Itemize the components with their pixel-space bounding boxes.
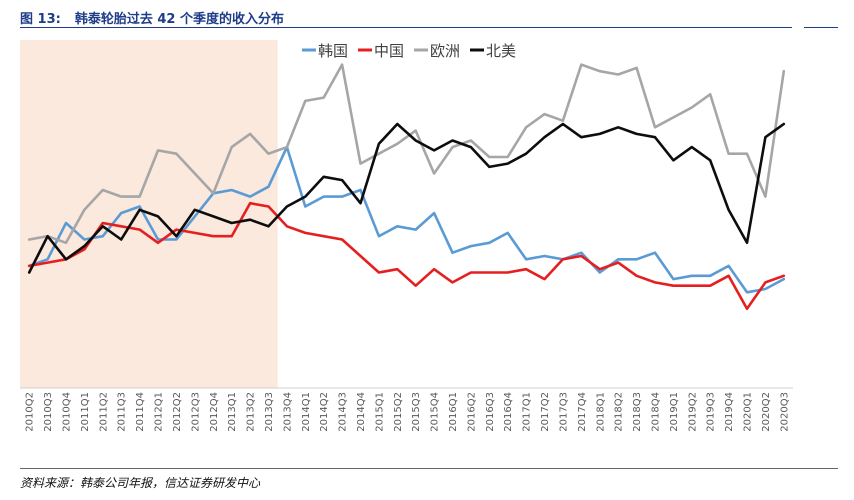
x-tick-label: 2020Q3 (779, 392, 790, 432)
x-tick-label: 2015Q2 (393, 392, 404, 432)
legend-label-3: 北美 (486, 42, 516, 60)
x-tick-label: 2015Q4 (430, 392, 441, 432)
x-tick-label: 2013Q1 (227, 392, 238, 432)
figure-title: 图 13: 韩泰轮胎过去 42 个季度的收入分布 (20, 8, 284, 27)
top-rule (20, 27, 792, 28)
x-tick-label: 2013Q3 (264, 392, 275, 432)
x-tick-label: 2017Q2 (540, 392, 551, 432)
legend-label-2: 欧洲 (430, 42, 460, 60)
x-tick-label: 2014Q4 (356, 392, 367, 432)
series-line-0 (27, 145, 786, 294)
x-tick-label: 2016Q4 (503, 392, 514, 432)
x-tick-label: 2012Q3 (190, 392, 201, 432)
x-tick-label: 2010Q2 (25, 392, 36, 432)
chart-container: 2010Q2 2010Q3 2010Q4 2011Q1 2011Q2 2011Q3 2011… (20, 40, 793, 432)
x-tick-label: 2010Q4 (62, 392, 73, 432)
x-tick-label: 2011Q2 (98, 392, 109, 432)
x-tick-label: 2017Q3 (558, 392, 569, 432)
x-tick-label: 2016Q2 (466, 392, 477, 432)
x-tick-label: 2018Q1 (595, 392, 606, 432)
x-tick-label: 2019Q3 (706, 392, 717, 432)
x-tick-label: 2011Q3 (117, 392, 128, 432)
x-tick-label: 2010Q3 (43, 392, 54, 432)
top-rule-right (804, 27, 838, 28)
x-tick-label: 2011Q1 (80, 392, 91, 432)
line-chart: 2010Q2 2010Q3 2010Q4 2011Q1 2011Q2 2011Q3 2011… (20, 40, 793, 432)
x-tick-label: 2012Q2 (172, 392, 183, 432)
x-tick-label: 2020Q1 (742, 392, 753, 432)
legend-label-1: 中国 (374, 42, 404, 60)
bottom-rule (20, 468, 838, 469)
series-line-1 (27, 201, 786, 311)
figure-number: 图 13: (20, 12, 61, 27)
x-tick-label: 2018Q2 (614, 392, 625, 432)
x-tick-label: 2019Q1 (669, 392, 680, 432)
x-tick-label: 2014Q3 (338, 392, 349, 432)
x-tick-label: 2018Q4 (650, 392, 661, 432)
legend-label-0: 韩国 (318, 42, 348, 60)
x-tick-label: 2013Q4 (282, 392, 293, 432)
series-line-3 (27, 122, 786, 274)
x-tick-label: 2015Q3 (411, 392, 422, 432)
x-tick-label: 2016Q3 (485, 392, 496, 432)
series-line-2 (27, 63, 786, 245)
x-tick-label: 2019Q2 (687, 392, 698, 432)
x-tick-label: 2016Q1 (448, 392, 459, 432)
x-tick-label: 2015Q1 (374, 392, 385, 432)
x-tick-label: 2011Q4 (135, 392, 146, 432)
x-tick-label: 2012Q1 (154, 392, 165, 432)
source-note: 资料来源：韩泰公司年报，信达证券研发中心 (20, 476, 261, 490)
x-tick-label: 2017Q4 (577, 392, 588, 432)
x-tick-label: 2012Q4 (209, 392, 220, 432)
x-tick-label: 2014Q2 (319, 392, 330, 432)
figure-title-text: 韩泰轮胎过去 42 个季度的收入分布 (74, 12, 284, 27)
x-tick-label: 2019Q4 (724, 392, 735, 432)
x-tick-label: 2020Q2 (761, 392, 772, 432)
x-tick-label: 2014Q1 (301, 392, 312, 432)
x-tick-label: 2013Q2 (246, 392, 257, 432)
x-tick-label: 2018Q3 (632, 392, 643, 432)
x-tick-label: 2017Q1 (522, 392, 533, 432)
